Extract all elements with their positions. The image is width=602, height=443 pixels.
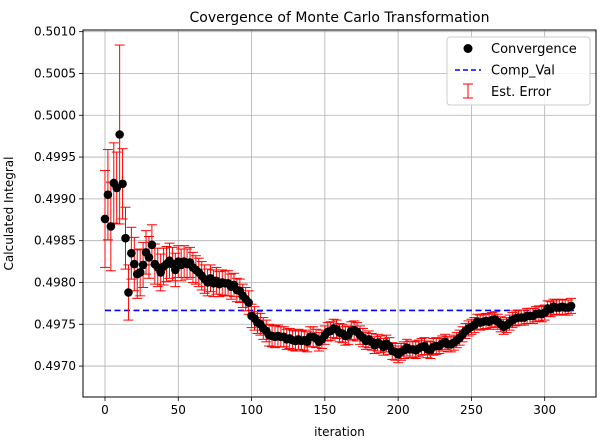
data-point — [135, 268, 145, 277]
y-tick-label: 0.5010 — [34, 25, 76, 39]
data-point — [130, 259, 139, 269]
data-point — [121, 233, 130, 243]
x-tick-label: 0 — [101, 403, 109, 417]
data-point — [127, 248, 136, 258]
axis-ticks: 0 50 100 150 200 250 300 0.4970 0.4975 0.4980 0.49… — [34, 25, 556, 417]
plot-frame — [82, 29, 597, 398]
x-tick-label: 300 — [533, 403, 556, 417]
data-point — [566, 301, 576, 311]
data-point — [171, 265, 180, 275]
y-tick-label: 0.4975 — [34, 317, 76, 331]
y-tick-label: 0.5005 — [34, 66, 76, 80]
data-point — [144, 253, 154, 262]
convergence-series — [100, 130, 576, 359]
x-tick-label: 50 — [171, 403, 186, 417]
x-axis-title: iteration — [314, 425, 365, 439]
y-tick-label: 0.4970 — [34, 359, 76, 373]
grid-lines — [83, 30, 596, 397]
data-point — [124, 288, 133, 297]
x-tick-label: 100 — [240, 403, 263, 417]
data-point — [138, 260, 148, 270]
data-point — [115, 130, 124, 139]
y-tick-label: 0.4995 — [34, 150, 76, 164]
plot-series — [99, 44, 577, 364]
y-tick-label: 0.5000 — [34, 108, 76, 122]
legend-label-comp-val: Comp_Val — [491, 64, 555, 79]
legend-label-est-error: Est. Error — [491, 85, 552, 100]
data-point — [118, 179, 127, 189]
legend-box — [446, 36, 591, 106]
y-tick-label: 0.4985 — [34, 234, 76, 248]
x-tick-label: 150 — [313, 403, 336, 417]
data-point — [100, 214, 110, 224]
y-axis-title: Calculated Integral — [2, 157, 16, 271]
legend-marker-est-error — [463, 83, 473, 99]
data-point — [147, 240, 157, 250]
legend-marker-convergence — [463, 44, 473, 53]
legend: Convergence Comp_Val Est. Error — [446, 36, 591, 106]
data-point — [103, 190, 113, 199]
x-tick-label: 250 — [460, 403, 483, 417]
y-tick-label: 0.4990 — [34, 192, 76, 206]
x-tick-label: 200 — [387, 403, 410, 417]
data-point — [244, 298, 253, 307]
y-tick-label: 0.4980 — [34, 275, 76, 289]
chart-title: Covergence of Monte Carlo Transformation — [190, 10, 490, 26]
data-point — [106, 222, 116, 231]
legend-label-convergence: Convergence — [491, 42, 577, 57]
